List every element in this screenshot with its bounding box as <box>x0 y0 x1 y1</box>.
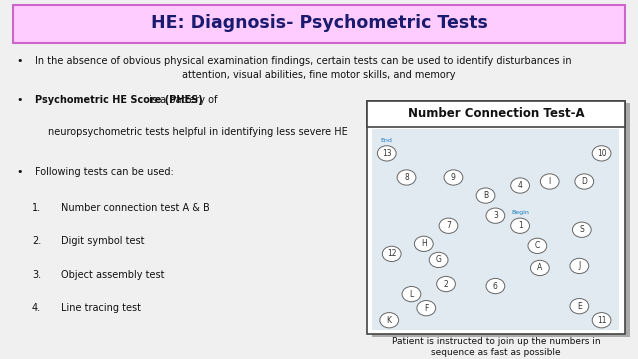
Text: 3.: 3. <box>32 270 41 280</box>
Circle shape <box>592 313 611 328</box>
Text: J: J <box>578 261 581 270</box>
Circle shape <box>570 258 589 274</box>
Circle shape <box>397 170 416 185</box>
Bar <box>367 101 625 334</box>
Text: End: End <box>381 138 393 143</box>
Circle shape <box>486 279 505 294</box>
Circle shape <box>382 246 401 261</box>
Circle shape <box>439 218 458 233</box>
Text: HE: Diagnosis- Psychometric Tests: HE: Diagnosis- Psychometric Tests <box>151 14 487 32</box>
FancyBboxPatch shape <box>13 5 625 43</box>
Circle shape <box>429 252 448 267</box>
Text: D: D <box>581 177 587 186</box>
Circle shape <box>570 299 589 314</box>
Text: 4: 4 <box>517 181 523 190</box>
Text: B: B <box>483 191 488 200</box>
Circle shape <box>575 174 594 189</box>
Text: In the absence of obvious physical examination findings, certain tests can be us: In the absence of obvious physical exami… <box>35 56 572 66</box>
Text: Number Connection Test-A: Number Connection Test-A <box>408 107 584 121</box>
Text: 10: 10 <box>597 149 606 158</box>
Text: 4.: 4. <box>32 303 41 313</box>
Text: I: I <box>549 177 551 186</box>
Text: A: A <box>537 264 542 272</box>
Circle shape <box>510 178 530 193</box>
Bar <box>367 101 625 127</box>
Text: Object assembly test: Object assembly test <box>61 270 164 280</box>
Circle shape <box>572 222 591 237</box>
Circle shape <box>530 260 549 276</box>
Text: 12: 12 <box>387 250 396 258</box>
Text: Digit symbol test: Digit symbol test <box>61 236 144 246</box>
Text: Number connection test A & B: Number connection test A & B <box>61 203 209 213</box>
Text: E: E <box>577 302 582 311</box>
Circle shape <box>415 236 433 251</box>
Circle shape <box>540 174 559 189</box>
Text: •: • <box>16 167 22 177</box>
Text: S: S <box>579 225 584 234</box>
Text: 13: 13 <box>382 149 392 158</box>
Circle shape <box>510 218 530 233</box>
Text: F: F <box>424 304 429 313</box>
Text: K: K <box>387 316 392 325</box>
Text: L: L <box>410 290 413 299</box>
Text: 7: 7 <box>446 221 451 230</box>
Text: is a battery of: is a battery of <box>146 95 217 105</box>
Text: H: H <box>421 239 427 248</box>
Circle shape <box>528 238 547 253</box>
Circle shape <box>592 146 611 161</box>
Text: 8: 8 <box>404 173 409 182</box>
Text: Begin: Begin <box>511 210 529 215</box>
Text: 11: 11 <box>597 316 606 325</box>
Circle shape <box>378 146 396 161</box>
Circle shape <box>436 276 456 292</box>
Circle shape <box>444 170 463 185</box>
Text: •: • <box>16 56 22 66</box>
Text: 9: 9 <box>451 173 456 182</box>
Bar <box>372 103 630 337</box>
Circle shape <box>417 300 436 316</box>
Text: neuropsychometric tests helpful in identifying less severe HE: neuropsychometric tests helpful in ident… <box>48 127 348 137</box>
Text: G: G <box>436 255 441 265</box>
Text: •: • <box>16 95 22 105</box>
Bar <box>372 129 619 330</box>
Text: Psychometric HE Score (PHES): Psychometric HE Score (PHES) <box>35 95 203 105</box>
Circle shape <box>402 286 421 302</box>
Circle shape <box>486 208 505 223</box>
Text: 1: 1 <box>517 221 523 230</box>
Text: C: C <box>535 241 540 250</box>
Text: Following tests can be used:: Following tests can be used: <box>35 167 174 177</box>
Text: attention, visual abilities, fine motor skills, and memory: attention, visual abilities, fine motor … <box>182 70 456 80</box>
Text: 6: 6 <box>493 281 498 290</box>
Text: 3: 3 <box>493 211 498 220</box>
Circle shape <box>476 188 495 203</box>
Text: 2: 2 <box>443 280 449 289</box>
Text: 2.: 2. <box>32 236 41 246</box>
Circle shape <box>380 313 399 328</box>
Text: Line tracing test: Line tracing test <box>61 303 140 313</box>
Text: Patient is instructed to join up the numbers in
sequence as fast as possible: Patient is instructed to join up the num… <box>392 337 600 357</box>
Text: 1.: 1. <box>32 203 41 213</box>
